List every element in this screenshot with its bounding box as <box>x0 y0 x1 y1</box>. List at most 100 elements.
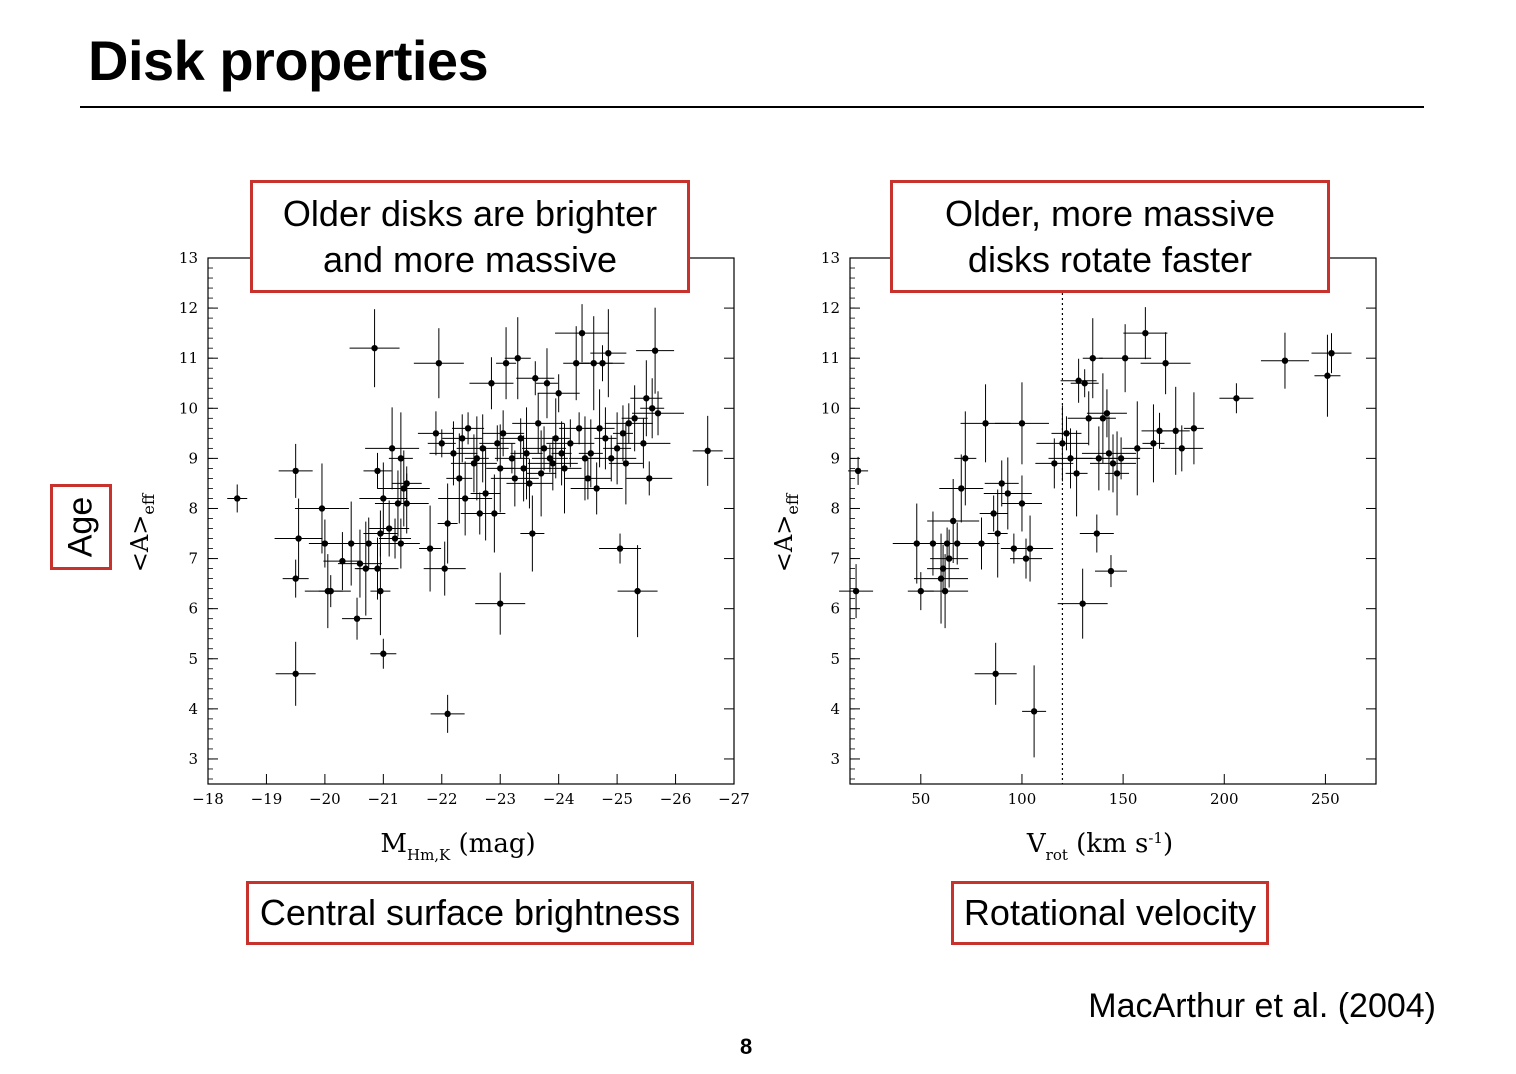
left-data-point <box>292 670 299 677</box>
left-error-bars <box>227 304 723 733</box>
right-data-point <box>913 540 920 547</box>
left-data-point <box>292 467 299 475</box>
left-data-point <box>497 600 504 607</box>
right-data-point <box>1142 329 1149 337</box>
right-y-tick-label: 13 <box>821 249 840 267</box>
right-y-tick-label: 12 <box>821 299 840 317</box>
right-bottom-callout: Rotational velocity <box>951 881 1269 945</box>
right-data-point <box>854 467 862 475</box>
right-data-point <box>949 517 957 525</box>
right-data-point <box>1281 357 1289 364</box>
right-data-point <box>1156 427 1163 435</box>
right-x-tick-label: 200 <box>1210 790 1239 808</box>
left-data-point <box>438 440 445 447</box>
left-data-point <box>643 395 650 402</box>
left-data-point <box>444 710 451 718</box>
title-divider <box>80 106 1424 108</box>
left-data-point <box>532 375 539 382</box>
right-data-point <box>1018 420 1026 427</box>
left-x-tick-label: −26 <box>660 790 692 808</box>
left-data-point <box>584 475 592 482</box>
right-data-point <box>1099 415 1107 422</box>
right-data-point <box>1059 440 1066 447</box>
left-bottom-callout: Central surface brightness <box>246 881 694 945</box>
left-data-point <box>499 430 507 437</box>
right-y-tick-label: 4 <box>830 700 840 718</box>
left-data-point <box>599 360 606 367</box>
left-data-point <box>374 467 381 475</box>
left-data-point <box>631 415 638 422</box>
right-data-point <box>1117 455 1125 462</box>
right-data-point <box>1067 455 1074 462</box>
left-data-point <box>546 455 554 462</box>
right-data-point <box>1105 450 1113 457</box>
right-top-callout: Older, more massive disks rotate faster <box>890 180 1330 293</box>
age-callout: Age <box>50 484 112 570</box>
right-data-point <box>941 587 949 595</box>
left-data-point <box>517 435 524 442</box>
right-data-point <box>1026 545 1034 552</box>
left-data-point <box>651 347 659 354</box>
right-data-point <box>917 587 925 595</box>
left-data-point <box>441 565 448 572</box>
left-data-point <box>625 420 632 427</box>
right-bottom-callout-text: Rotational velocity <box>963 892 1257 933</box>
left-data-point <box>470 460 478 467</box>
left-data-point <box>654 410 662 417</box>
left-data-point <box>377 587 384 595</box>
left-data-point <box>593 485 600 492</box>
left-data-point <box>327 587 334 595</box>
left-data-point <box>476 510 483 517</box>
right-data-point <box>1134 445 1141 452</box>
left-data-point <box>537 470 545 477</box>
right-data-point <box>929 540 937 547</box>
left-data-point <box>488 380 495 387</box>
right-data-point <box>1010 545 1018 552</box>
left-data-point <box>552 435 559 442</box>
right-data-point <box>1328 349 1335 357</box>
left-x-tick-label: −22 <box>426 790 458 808</box>
right-data-point <box>1018 500 1026 507</box>
left-data-point <box>339 557 346 565</box>
age-callout-text: Age <box>61 496 100 558</box>
right-data-point <box>982 420 989 427</box>
right-data-point <box>1085 415 1092 422</box>
left-data-point <box>456 475 463 482</box>
left-bottom-callout-text: Central surface brightness <box>259 892 681 933</box>
left-x-tick-label: −23 <box>484 790 516 808</box>
left-y-tick-label: 7 <box>188 550 198 568</box>
right-data-point <box>852 587 860 595</box>
right-data-point <box>1103 410 1111 417</box>
left-data-point <box>602 435 609 442</box>
left-data-point <box>388 445 396 452</box>
left-data-point <box>491 510 498 517</box>
right-y-tick-label: 10 <box>821 399 840 417</box>
left-y-tick-label: 6 <box>188 600 198 618</box>
right-data-point <box>1095 455 1103 462</box>
left-x-tick-label: −24 <box>543 790 575 808</box>
left-data-point <box>640 440 647 447</box>
left-data-point <box>540 445 548 452</box>
left-data-point <box>520 465 527 472</box>
left-data-point <box>403 480 410 487</box>
right-scatter-plot: 3 4 5 6 7 8 9 10 11 12 13 50 100 150 200 250 <A>eff Vro… <box>770 249 1377 864</box>
right-data-point <box>1073 470 1080 477</box>
right-x-tick-label: 100 <box>1008 790 1037 808</box>
left-data-point <box>426 545 434 552</box>
left-data-point <box>497 465 504 472</box>
left-data-point <box>502 360 510 367</box>
left-data-point <box>567 440 574 447</box>
right-top-callout-line2: disks rotate faster <box>967 238 1253 280</box>
right-data-point <box>1089 354 1096 362</box>
left-data-point <box>365 540 372 547</box>
right-data-point <box>1081 380 1088 387</box>
left-data-point <box>508 455 516 462</box>
left-data-point <box>321 540 329 547</box>
right-y-tick-label: 8 <box>830 499 840 517</box>
left-data-point <box>514 354 521 362</box>
right-data-point <box>998 480 1005 487</box>
left-x-tick-label: −21 <box>368 790 400 808</box>
left-top-callout-line2: and more massive <box>322 238 618 280</box>
right-data-point <box>1022 555 1030 562</box>
